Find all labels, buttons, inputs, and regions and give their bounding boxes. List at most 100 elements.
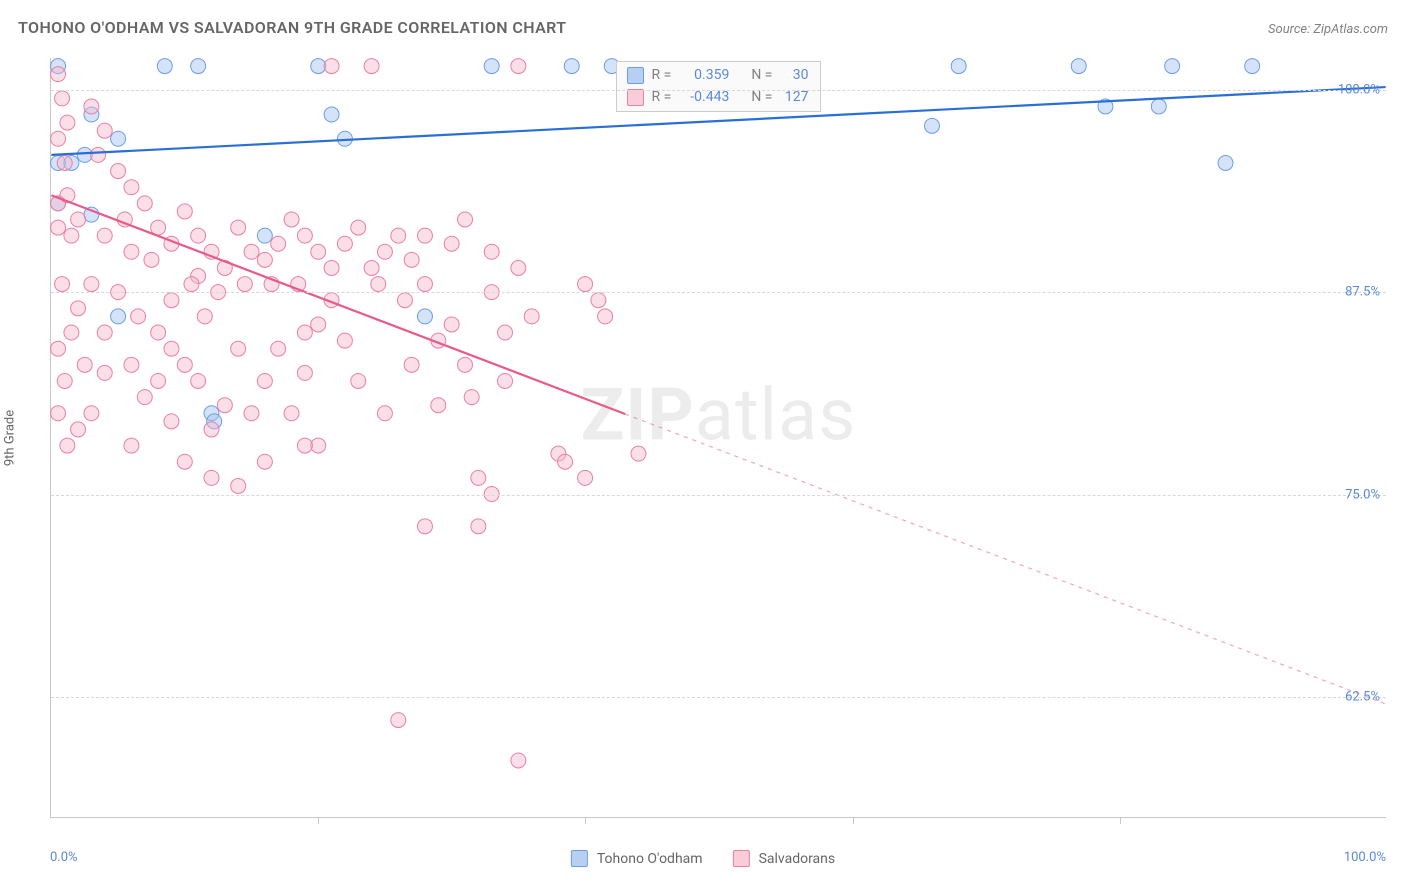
plot-area: ZIPatlas R = 0.359 N = 30 R = -0.443 N =… <box>50 58 1386 818</box>
legend-entry: Salvadorans <box>733 850 836 867</box>
data-point <box>191 373 206 388</box>
data-point <box>111 131 126 146</box>
data-point <box>271 341 286 356</box>
data-point <box>271 236 286 251</box>
r-value: 0.359 <box>677 65 729 87</box>
legend-label: Tohono O'odham <box>597 851 703 867</box>
data-point <box>377 406 392 421</box>
data-point <box>97 228 112 243</box>
data-point <box>311 59 326 74</box>
chart-svg <box>51 58 1386 817</box>
data-point <box>97 123 112 138</box>
data-point <box>55 91 70 106</box>
data-point <box>84 406 99 421</box>
data-point <box>84 277 99 292</box>
data-point <box>51 406 66 421</box>
swatch-icon <box>733 850 750 867</box>
data-point <box>217 398 232 413</box>
data-point <box>137 196 152 211</box>
data-point <box>558 454 573 469</box>
source-attribution: Source: ZipAtlas.com <box>1268 22 1388 37</box>
data-point <box>511 59 526 74</box>
data-point <box>55 277 70 292</box>
data-point <box>137 390 152 405</box>
data-point <box>498 373 513 388</box>
n-value: 30 <box>778 65 808 87</box>
data-point <box>197 309 212 324</box>
data-point <box>51 220 66 235</box>
data-point <box>60 438 75 453</box>
data-point <box>124 438 139 453</box>
data-point <box>124 357 139 372</box>
data-point <box>471 519 486 534</box>
data-point <box>431 398 446 413</box>
data-point <box>631 446 646 461</box>
data-point <box>297 438 312 453</box>
data-point <box>391 713 406 728</box>
data-point <box>924 118 939 133</box>
data-point <box>371 277 386 292</box>
data-point <box>124 180 139 195</box>
data-point <box>417 228 432 243</box>
data-point <box>578 277 593 292</box>
data-point <box>191 59 206 74</box>
data-point <box>164 341 179 356</box>
data-point <box>91 147 106 162</box>
data-point <box>177 357 192 372</box>
data-point <box>57 373 72 388</box>
data-point <box>231 220 246 235</box>
data-point <box>177 204 192 219</box>
data-point <box>311 317 326 332</box>
data-point <box>464 390 479 405</box>
data-point <box>351 220 366 235</box>
data-point <box>364 59 379 74</box>
data-point <box>111 164 126 179</box>
regression-line-extrapolated <box>625 414 1386 704</box>
data-point <box>1071 59 1086 74</box>
data-point <box>417 309 432 324</box>
data-point <box>151 325 166 340</box>
data-point <box>391 228 406 243</box>
data-point <box>60 115 75 130</box>
data-point <box>51 131 66 146</box>
legend-label: Salvadorans <box>759 851 836 867</box>
data-point <box>598 309 613 324</box>
data-point <box>591 293 606 308</box>
data-point <box>77 147 92 162</box>
x-tick-right: 100.0% <box>1344 850 1386 865</box>
data-point <box>131 309 146 324</box>
swatch-icon <box>627 89 644 106</box>
data-point <box>524 309 539 324</box>
legend-stats: R = 0.359 N = 30 R = -0.443 N = 127 <box>616 61 822 112</box>
data-point <box>444 236 459 251</box>
data-point <box>484 59 499 74</box>
y-axis-label: 9th Grade <box>3 410 18 466</box>
data-point <box>257 252 272 267</box>
y-tick-label: 75.0% <box>1345 487 1380 502</box>
data-point <box>284 212 299 227</box>
data-point <box>1151 99 1166 114</box>
data-point <box>71 212 86 227</box>
data-point <box>191 228 206 243</box>
data-point <box>444 317 459 332</box>
data-point <box>97 365 112 380</box>
data-point <box>297 365 312 380</box>
data-point <box>144 252 159 267</box>
data-point <box>417 277 432 292</box>
chart-title: TOHONO O'ODHAM VS SALVADORAN 9TH GRADE C… <box>18 18 566 37</box>
data-point <box>71 422 86 437</box>
data-point <box>111 309 126 324</box>
data-point <box>77 357 92 372</box>
data-point <box>311 244 326 259</box>
data-point <box>397 293 412 308</box>
data-point <box>244 406 259 421</box>
data-point <box>71 301 86 316</box>
header: TOHONO O'ODHAM VS SALVADORAN 9TH GRADE C… <box>18 18 1388 37</box>
data-point <box>1245 59 1260 74</box>
swatch-icon <box>627 67 644 84</box>
data-point <box>511 260 526 275</box>
chart-container: TOHONO O'ODHAM VS SALVADORAN 9TH GRADE C… <box>0 0 1406 892</box>
data-point <box>64 325 79 340</box>
data-point <box>231 341 246 356</box>
data-point <box>257 373 272 388</box>
